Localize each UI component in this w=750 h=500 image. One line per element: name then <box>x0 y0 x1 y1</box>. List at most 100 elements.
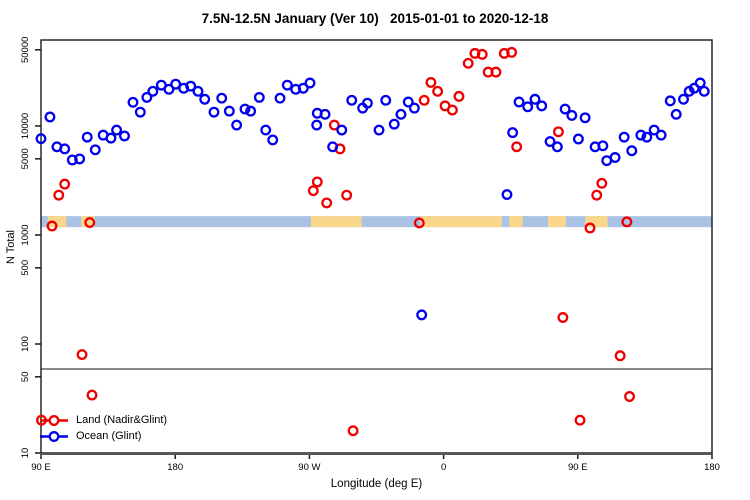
land-point <box>624 391 635 402</box>
ocean-point <box>163 83 175 95</box>
x-tick-label: 180 <box>704 462 720 473</box>
land-point <box>557 312 569 323</box>
land-point <box>418 94 430 106</box>
x-axis-label: Longitude (deg E) <box>330 478 423 490</box>
ocean-point <box>239 103 251 115</box>
ocean-point <box>267 134 279 146</box>
plot-frame <box>40 39 713 454</box>
y-tick-label: 100 <box>20 336 31 352</box>
y-tick-label: 10 <box>20 448 31 459</box>
legend-marker <box>48 415 60 426</box>
ocean-point <box>678 93 689 105</box>
ocean-point <box>694 77 706 89</box>
legend-label-land: Land (Nadir&Glint) <box>76 414 168 426</box>
land-point <box>347 425 359 437</box>
land-point <box>432 85 444 97</box>
ocean-point <box>253 91 265 103</box>
ocean-point <box>170 78 182 90</box>
land-point <box>84 217 96 229</box>
map-strip-land <box>420 216 502 228</box>
map-strip-land <box>547 216 566 228</box>
land-point <box>596 177 608 189</box>
ocean-point <box>618 131 630 143</box>
legend-marker <box>48 431 60 442</box>
ocean-point <box>223 105 235 117</box>
land-point <box>46 220 58 232</box>
ocean-point <box>641 131 653 143</box>
land-point <box>446 104 458 116</box>
map-strip-ocean <box>41 216 712 228</box>
y-tick-label: 500 <box>20 260 31 276</box>
ocean-point <box>373 124 385 136</box>
land-point <box>59 178 71 190</box>
chart-title: 7.5N-12.5N January (Ver 10) 2015-01-01 t… <box>201 11 549 26</box>
ocean-point <box>111 124 123 136</box>
ocean-point <box>698 85 710 97</box>
ocean-point <box>297 82 309 94</box>
ocean-point <box>544 136 556 148</box>
land-point <box>591 189 603 201</box>
ocean-point <box>402 96 414 108</box>
ocean-point <box>185 80 197 92</box>
ocean-point <box>304 77 316 89</box>
y-tick-label: 10000 <box>20 113 31 139</box>
land-point <box>511 141 523 153</box>
land-point <box>328 119 340 131</box>
land-point <box>584 222 596 234</box>
ocean-point <box>572 133 584 145</box>
y-tick-label: 50000 <box>20 37 31 63</box>
ocean-point <box>559 103 571 115</box>
land-point <box>53 189 65 201</box>
ocean-point <box>74 153 86 165</box>
ocean-point <box>119 130 130 142</box>
land-point <box>311 176 323 188</box>
ocean-point <box>141 91 153 103</box>
land-point <box>469 47 481 59</box>
map-strip-land <box>47 216 67 228</box>
x-tick-label: 0 <box>441 462 446 473</box>
y-tick-label: 1000 <box>20 224 31 245</box>
ocean-point <box>635 129 647 141</box>
ocean-point <box>522 101 534 113</box>
x-tick-label: 180 <box>167 462 183 473</box>
land-point <box>476 48 488 60</box>
ocean-point <box>670 108 682 120</box>
ocean-point <box>216 92 228 104</box>
ocean-point <box>388 118 400 130</box>
ocean-point <box>44 111 56 123</box>
ocean-point <box>199 93 211 105</box>
ocean-point <box>664 95 676 107</box>
land-point <box>307 185 319 197</box>
land-point <box>86 389 98 401</box>
ocean-point <box>579 112 591 124</box>
y-tick-label: 5000 <box>20 148 31 169</box>
land-point <box>453 90 465 102</box>
ocean-point <box>529 93 541 105</box>
land-point <box>341 189 353 201</box>
ocean-point <box>81 131 93 143</box>
ocean-point <box>35 133 47 145</box>
ocean-point <box>311 119 323 131</box>
ocean-point <box>551 141 563 153</box>
land-point <box>413 217 425 229</box>
land-point <box>490 66 502 78</box>
x-tick-label: 90 E <box>568 462 588 473</box>
ocean-point <box>319 108 331 120</box>
map-strip-land <box>509 216 523 228</box>
ocean-point <box>501 189 513 201</box>
ocean-point <box>89 144 101 156</box>
land-point <box>506 46 518 58</box>
y-tick-label: 50 <box>20 372 31 383</box>
ocean-point <box>507 127 519 139</box>
ocean-point <box>597 140 609 152</box>
land-point <box>425 76 437 88</box>
ocean-point <box>59 143 71 155</box>
ocean-point <box>655 129 667 141</box>
ocean-point <box>408 102 420 114</box>
ocean-point <box>260 124 272 136</box>
ocean-point <box>336 124 348 136</box>
ocean-point <box>208 106 220 118</box>
land-point <box>552 126 564 138</box>
